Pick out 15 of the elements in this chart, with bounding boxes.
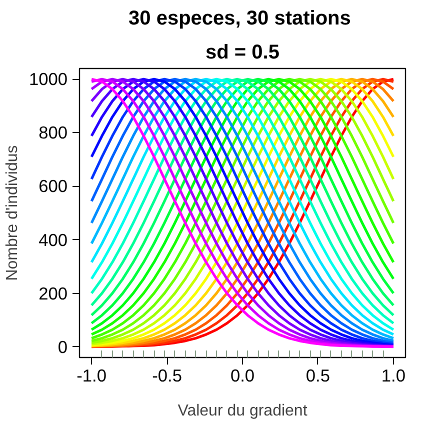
y-tick-label: 400 xyxy=(38,230,68,250)
x-tick-label: -1.0 xyxy=(76,366,107,386)
y-tick-label: 800 xyxy=(38,122,68,143)
x-tick-label: 0.0 xyxy=(230,366,255,386)
y-axis-title: Nombre d'individus xyxy=(4,145,21,281)
y-tick-label: 1000 xyxy=(28,69,68,90)
x-tick-label: -0.5 xyxy=(152,366,182,386)
x-tick-label: 1.0 xyxy=(381,366,406,386)
y-tick-label: 200 xyxy=(38,283,68,304)
chart-subtitle: sd = 0.5 xyxy=(206,42,280,64)
x-tick-label: 0.5 xyxy=(306,366,330,386)
x-axis-title: Valeur du gradient xyxy=(178,402,308,420)
y-tick-label: 600 xyxy=(38,176,68,196)
y-tick-label: 0 xyxy=(58,336,68,357)
chart-title: 30 especes, 30 stations xyxy=(128,8,351,30)
